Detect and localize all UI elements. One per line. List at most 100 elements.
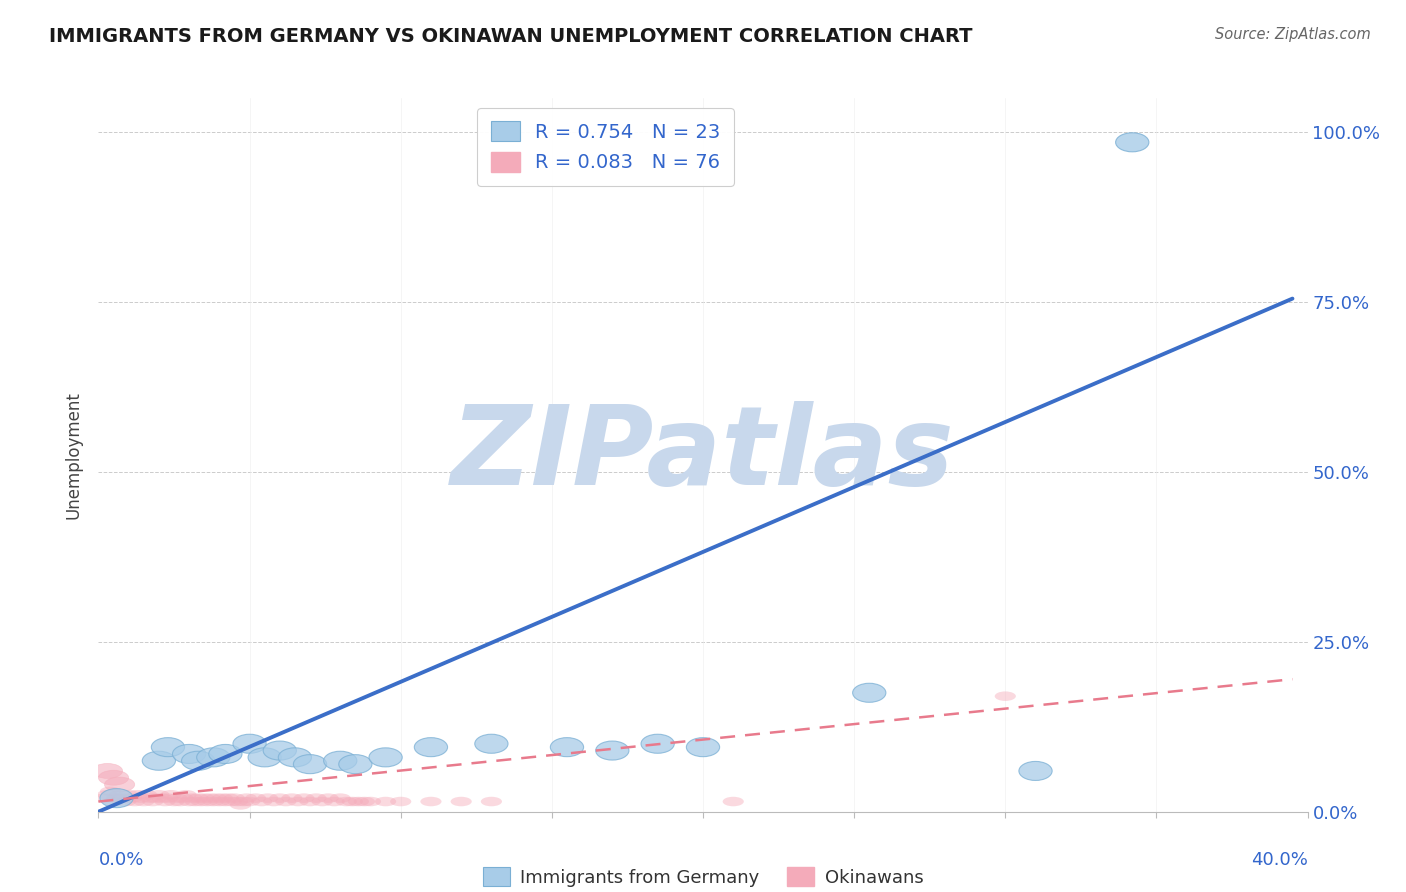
Ellipse shape — [339, 755, 373, 773]
Ellipse shape — [142, 751, 176, 771]
Ellipse shape — [194, 793, 215, 803]
Ellipse shape — [124, 797, 145, 806]
Ellipse shape — [152, 793, 173, 803]
Ellipse shape — [354, 797, 375, 806]
Ellipse shape — [145, 793, 166, 803]
Ellipse shape — [239, 797, 260, 806]
Ellipse shape — [103, 797, 124, 806]
Ellipse shape — [323, 751, 357, 771]
Ellipse shape — [94, 793, 115, 803]
Ellipse shape — [481, 797, 502, 806]
Ellipse shape — [852, 683, 886, 702]
Ellipse shape — [200, 793, 221, 803]
Ellipse shape — [191, 797, 212, 806]
Ellipse shape — [226, 797, 247, 806]
Ellipse shape — [550, 738, 583, 756]
Ellipse shape — [118, 790, 139, 799]
Ellipse shape — [231, 800, 252, 810]
Ellipse shape — [1115, 133, 1149, 152]
Ellipse shape — [197, 797, 218, 806]
Text: 0.0%: 0.0% — [98, 851, 143, 869]
Ellipse shape — [247, 747, 281, 767]
Ellipse shape — [176, 790, 197, 799]
Ellipse shape — [252, 797, 273, 806]
Ellipse shape — [342, 797, 363, 806]
Ellipse shape — [105, 793, 127, 803]
Ellipse shape — [136, 790, 157, 799]
Ellipse shape — [336, 797, 357, 806]
Ellipse shape — [139, 793, 160, 803]
Ellipse shape — [360, 797, 381, 806]
Ellipse shape — [347, 797, 368, 806]
Ellipse shape — [236, 793, 257, 803]
Ellipse shape — [276, 797, 297, 806]
Text: Source: ZipAtlas.com: Source: ZipAtlas.com — [1215, 27, 1371, 42]
Ellipse shape — [181, 793, 202, 803]
Ellipse shape — [299, 797, 321, 806]
Ellipse shape — [148, 790, 170, 799]
Ellipse shape — [170, 797, 191, 806]
Ellipse shape — [420, 797, 441, 806]
Ellipse shape — [257, 793, 278, 803]
Ellipse shape — [160, 790, 181, 799]
Ellipse shape — [93, 764, 122, 779]
Ellipse shape — [212, 793, 233, 803]
Ellipse shape — [389, 797, 412, 806]
Ellipse shape — [312, 797, 333, 806]
Ellipse shape — [155, 797, 176, 806]
Ellipse shape — [215, 797, 236, 806]
Ellipse shape — [104, 777, 135, 792]
Ellipse shape — [100, 789, 134, 807]
Ellipse shape — [596, 741, 628, 760]
Ellipse shape — [134, 797, 155, 806]
Ellipse shape — [121, 793, 142, 803]
Ellipse shape — [263, 797, 284, 806]
Ellipse shape — [375, 797, 396, 806]
Ellipse shape — [475, 734, 508, 753]
Ellipse shape — [281, 793, 302, 803]
Ellipse shape — [318, 793, 339, 803]
Ellipse shape — [166, 793, 187, 803]
Ellipse shape — [181, 751, 215, 771]
Ellipse shape — [245, 793, 266, 803]
Ellipse shape — [208, 745, 242, 764]
Ellipse shape — [142, 797, 163, 806]
Ellipse shape — [294, 755, 326, 773]
Ellipse shape — [641, 734, 675, 753]
Ellipse shape — [415, 738, 447, 756]
Ellipse shape — [208, 797, 231, 806]
Ellipse shape — [157, 793, 179, 803]
Ellipse shape — [163, 797, 184, 806]
Ellipse shape — [179, 797, 200, 806]
Ellipse shape — [173, 793, 194, 803]
Ellipse shape — [723, 797, 744, 806]
Ellipse shape — [287, 797, 308, 806]
Ellipse shape — [205, 793, 226, 803]
Ellipse shape — [187, 793, 208, 803]
Ellipse shape — [233, 734, 266, 753]
Ellipse shape — [323, 797, 344, 806]
Legend: Immigrants from Germany, Okinawans: Immigrants from Germany, Okinawans — [475, 860, 931, 892]
Ellipse shape — [202, 797, 224, 806]
Text: 40.0%: 40.0% — [1251, 851, 1308, 869]
Ellipse shape — [263, 741, 297, 760]
Ellipse shape — [368, 747, 402, 767]
Ellipse shape — [131, 793, 152, 803]
Ellipse shape — [450, 797, 472, 806]
Ellipse shape — [686, 738, 720, 756]
Text: ZIPatlas: ZIPatlas — [451, 401, 955, 508]
Ellipse shape — [1019, 762, 1052, 780]
Ellipse shape — [127, 790, 148, 799]
Ellipse shape — [100, 787, 121, 796]
Ellipse shape — [305, 793, 326, 803]
Ellipse shape — [98, 771, 129, 785]
Ellipse shape — [224, 793, 245, 803]
Y-axis label: Unemployment: Unemployment — [65, 391, 83, 519]
Ellipse shape — [233, 797, 254, 806]
Ellipse shape — [197, 747, 231, 767]
Ellipse shape — [294, 793, 315, 803]
Ellipse shape — [173, 745, 205, 764]
Ellipse shape — [152, 738, 184, 756]
Ellipse shape — [112, 793, 134, 803]
Ellipse shape — [115, 797, 136, 806]
